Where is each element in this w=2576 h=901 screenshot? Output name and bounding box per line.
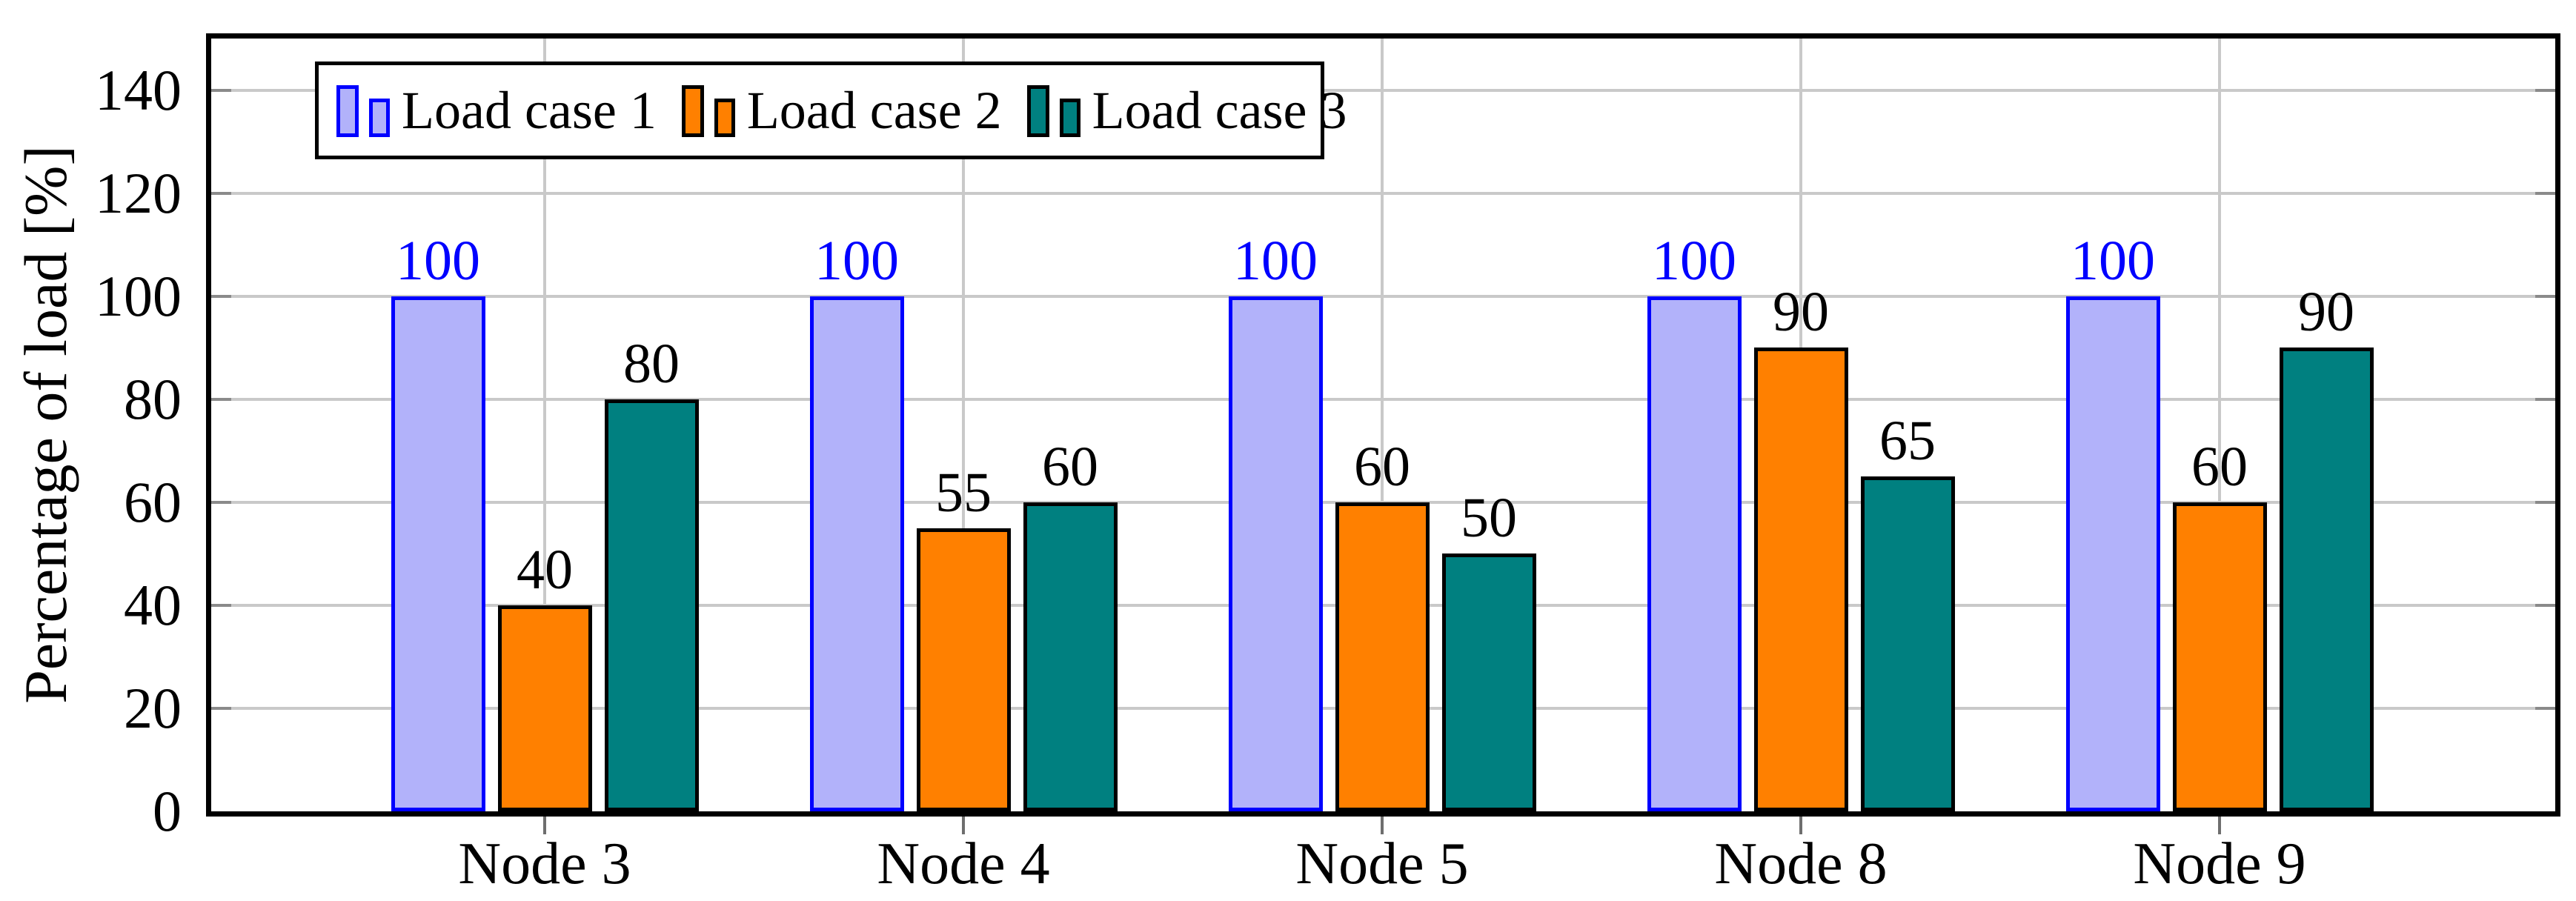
bar-value-label: 60	[1354, 435, 1410, 498]
legend-item: Load case 1	[336, 84, 657, 137]
legend-item: Load case 2	[681, 81, 1002, 140]
bar-load-case-1-3	[1228, 296, 1323, 811]
legend-bar-short	[1059, 99, 1080, 137]
bar-value-label: 90	[2298, 281, 2354, 344]
y-tick-label: 100	[95, 263, 182, 328]
bar-load-case-3-3	[1441, 553, 1536, 811]
y-tick-mark-left	[211, 397, 231, 401]
y-tick-mark-left	[211, 294, 231, 298]
bar-load-case-1-5	[2065, 296, 2160, 811]
bar-value-label: 60	[1042, 435, 1098, 498]
y-tick-mark-right	[2535, 191, 2555, 195]
legend-label: Load case 1	[402, 81, 657, 140]
x-gridline	[1381, 39, 1384, 811]
bar-load-case-3-1	[604, 399, 699, 811]
plot-area: 100 100 100 100 100 40 55 60 90 60 80 60 50 65 90	[211, 39, 2555, 811]
bar-value-label: 100	[396, 229, 480, 292]
y-tick-mark-left	[211, 706, 231, 710]
y-tick-label: 60	[124, 469, 182, 534]
legend-bar-tall	[1026, 85, 1049, 137]
bar-load-case-2-1	[497, 605, 592, 811]
y-tick-mark-left	[211, 603, 231, 607]
x-tick-mark	[1381, 817, 1384, 834]
legend-item: Load case 3	[1026, 81, 1347, 140]
legend-label: Load case 3	[1092, 81, 1347, 140]
y-tick-label: 0	[153, 779, 182, 843]
y-tick-label: 120	[95, 160, 182, 225]
bar-load-case-2-4	[1753, 348, 1848, 811]
x-gridline	[2218, 39, 2221, 811]
x-tick-mark	[543, 817, 546, 834]
bar-value-label: 80	[623, 332, 680, 395]
legend-swatch-icon	[681, 84, 735, 137]
y-tick-mark-left	[211, 500, 231, 504]
y-tick-label: 40	[124, 572, 182, 637]
legend-swatch-icon	[1026, 84, 1080, 137]
bar-value-label: 50	[1461, 487, 1517, 550]
bar-value-label: 40	[517, 538, 573, 601]
y-tick-mark-right	[2535, 88, 2555, 92]
bar-value-label: 100	[1233, 229, 1318, 292]
y-tick-mark-right	[2535, 706, 2555, 710]
x-tick-label: Node 5	[1295, 831, 1469, 897]
x-tick-mark	[1799, 817, 1802, 834]
bar-value-label: 100	[1652, 229, 1736, 292]
bar-value-label: 60	[2191, 435, 2248, 498]
legend-bar-short	[369, 99, 390, 137]
y-tick-label: 80	[124, 366, 182, 431]
y-tick-mark-right	[2535, 500, 2555, 504]
bar-value-label: 100	[2071, 229, 2155, 292]
legend: Load case 1 Load case 2 Load case 3	[315, 61, 1347, 159]
bar-load-case-1-4	[1647, 296, 1742, 811]
y-tick-mark-right	[2535, 397, 2555, 401]
y-tick-mark-right	[2535, 603, 2555, 607]
x-tick-label: Node 9	[2133, 831, 2306, 897]
bar-value-label: 55	[935, 461, 992, 524]
legend-bar-short	[714, 99, 735, 137]
y-tick-mark-right	[2535, 294, 2555, 298]
legend-label: Load case 2	[746, 81, 1002, 140]
y-tick-label: 20	[124, 675, 182, 740]
bar-load-case-2-3	[1335, 502, 1430, 811]
legend-bar-tall	[681, 85, 704, 137]
x-tick-label: Node 8	[1714, 831, 1888, 897]
bar-load-case-3-4	[1860, 476, 1955, 811]
y-tick-mark-left	[211, 88, 231, 92]
x-gridline	[962, 39, 965, 811]
x-tick-mark	[2218, 817, 2221, 834]
x-tick-label: Node 3	[458, 831, 631, 897]
bar-value-label: 90	[1773, 281, 1829, 344]
y-tick-label: 140	[95, 57, 182, 122]
bar-load-case-3-5	[2279, 348, 2374, 811]
bar-value-label: 65	[1879, 410, 1936, 473]
x-tick-label: Node 4	[877, 831, 1050, 897]
x-tick-mark	[962, 817, 965, 834]
bar-load-case-1-2	[809, 296, 904, 811]
y-tick-mark-left	[211, 191, 231, 195]
bar-value-label: 100	[814, 229, 899, 292]
bar-load-case-1-1	[391, 296, 485, 811]
bar-load-case-2-5	[2172, 502, 2267, 811]
legend-bar-tall	[336, 85, 359, 137]
bar-load-case-2-2	[916, 528, 1011, 811]
x-gridline	[543, 39, 546, 811]
bar-load-case-3-2	[1023, 502, 1118, 811]
legend-swatch-icon	[336, 84, 390, 137]
